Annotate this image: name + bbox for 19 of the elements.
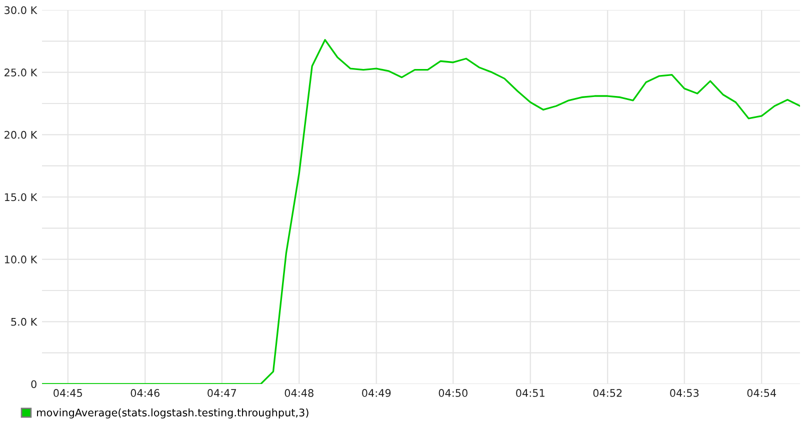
y-tick-label: 20.0 K [4, 130, 38, 139]
x-tick-label: 04:47 [208, 389, 236, 397]
line-series [42, 39, 800, 384]
x-tick-label: 04:50 [438, 389, 468, 397]
x-tick-label: 04:52 [593, 389, 622, 397]
x-tick-label: 04:49 [362, 389, 391, 397]
x-tick-label: 04:53 [670, 389, 699, 397]
legend-label: movingAverage(stats.logstash.testing.throughput,3) [37, 408, 308, 418]
x-tick-label: 04:45 [54, 389, 82, 397]
y-tick-label: 15.0 K [4, 193, 38, 202]
x-tick-label: 04:48 [284, 389, 314, 397]
y-tick-label: 0 [31, 380, 36, 388]
x-tick-label: 04:46 [130, 389, 160, 397]
y-tick-label: 30.0 K [4, 6, 38, 14]
y-tick-label: 25.0 K [4, 68, 38, 76]
x-tick-label: 04:54 [747, 389, 776, 397]
y-tick-label: 5.0 K [11, 318, 38, 326]
y-tick-label: 10.0 K [4, 256, 38, 264]
x-tick-label: 04:51 [516, 389, 544, 397]
